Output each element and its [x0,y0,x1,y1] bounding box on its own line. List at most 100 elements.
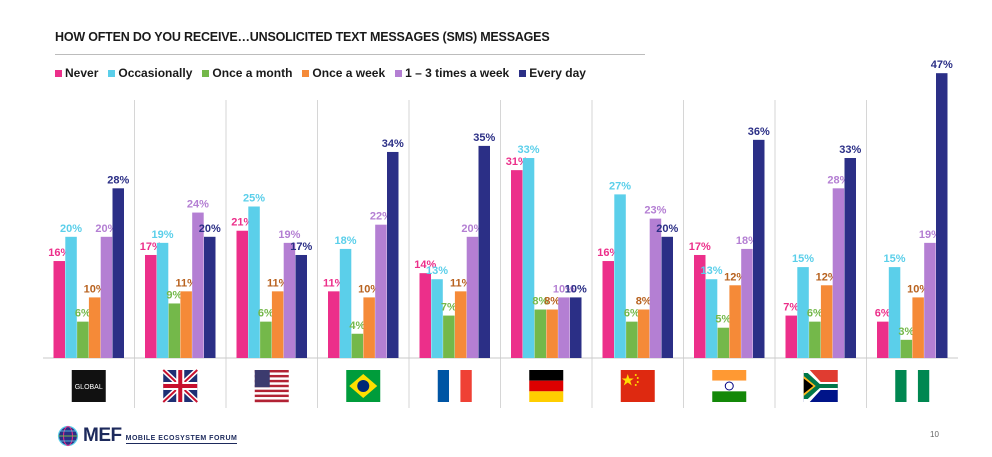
flag-part [803,373,838,399]
flag-nigeria [895,370,930,402]
data-label: 18% [335,235,357,247]
flag-global: GLOBAL [71,370,106,402]
bar [339,248,352,358]
bar [283,242,296,358]
flag-part [712,391,747,402]
data-label: 36% [748,126,770,138]
flag-part [254,382,289,385]
bar [478,145,490,358]
bar [534,309,547,358]
flag-part [254,372,289,376]
legend-label: 1 – 3 times a week [405,66,510,80]
flag-part [529,380,564,392]
flag-part [254,374,289,378]
data-label: 17% [689,241,711,253]
flag-part [634,374,637,376]
data-label: 3% [898,326,914,338]
bar [192,212,204,358]
bar [351,333,364,358]
data-label: 19% [919,229,941,241]
bar [511,170,523,358]
bar [877,321,889,358]
data-label: 5% [715,314,731,326]
data-label: 10% [84,283,106,295]
flag-part [621,374,634,386]
data-label: 10% [553,283,575,295]
flag-usa [254,370,289,403]
flag-part [254,384,289,388]
data-label: 12% [816,271,838,283]
bar [832,188,845,358]
data-label: 9% [166,289,182,301]
flag-uk [161,368,199,404]
data-label: 33% [839,144,861,156]
data-label: 6% [875,308,891,320]
data-label: 24% [187,199,209,211]
bar [705,279,718,358]
flag-part [917,370,930,402]
bar [785,315,797,358]
bar [375,224,387,358]
bar [145,254,157,358]
data-label: 20% [95,223,117,235]
flag-france [437,370,472,402]
title-divider [55,54,645,55]
bar [260,321,272,358]
chart-title: HOW OFTEN DO YOU RECEIVE…UNSOLICITED TEX… [55,30,550,44]
flag-part [254,394,289,398]
flag-part [163,384,198,388]
legend-label: Every day [529,66,586,80]
bar [570,297,582,358]
data-label: 28% [827,174,849,186]
data-label: 33% [518,144,540,156]
bar [900,339,913,358]
bar [65,236,77,358]
legend-swatch [202,69,210,77]
data-label: 15% [792,253,814,265]
data-label: 8% [532,296,548,308]
bar [661,236,673,358]
bar [419,273,431,358]
data-label: 11% [450,277,472,289]
bar [936,73,948,359]
data-label: 7% [783,302,799,314]
data-label: 13% [701,265,723,277]
data-label: 27% [609,180,631,192]
bar [741,248,753,358]
flag-part [254,387,289,390]
data-label: 8% [636,296,652,308]
data-label: 4% [349,320,365,332]
bar [637,309,650,358]
legend-swatch [108,69,116,77]
data-label: 22% [370,211,392,223]
data-label: 25% [243,193,265,205]
flag-part [254,370,289,373]
bar [271,291,284,358]
data-label: 20% [199,223,221,235]
brand-name: MEF [83,425,122,446]
data-label: 19% [152,229,174,241]
data-label: 47% [931,59,953,71]
flag-china [620,370,655,402]
legend-item: Never [55,66,98,80]
mef-logo: MEF MOBILE ECOSYSTEM FORUM [57,425,238,447]
flag-germany [529,370,564,402]
data-label: 19% [278,229,300,241]
data-label: 6% [624,308,640,320]
data-label: 20% [60,223,82,235]
legend-item: Occasionally [108,66,192,80]
flag-part [437,370,450,402]
legend-label: Never [65,66,99,80]
flag-south-africa [803,370,838,402]
data-label: 14% [414,259,436,271]
bar [602,261,614,358]
data-label: 10% [565,283,587,295]
bar [649,218,662,358]
bar [717,327,730,358]
data-label: 28% [107,174,129,186]
legend-swatch [302,69,310,77]
legend-label: Once a week [312,66,386,80]
data-label: 20% [656,223,678,235]
bar [820,285,833,358]
legend-swatch [395,69,403,77]
